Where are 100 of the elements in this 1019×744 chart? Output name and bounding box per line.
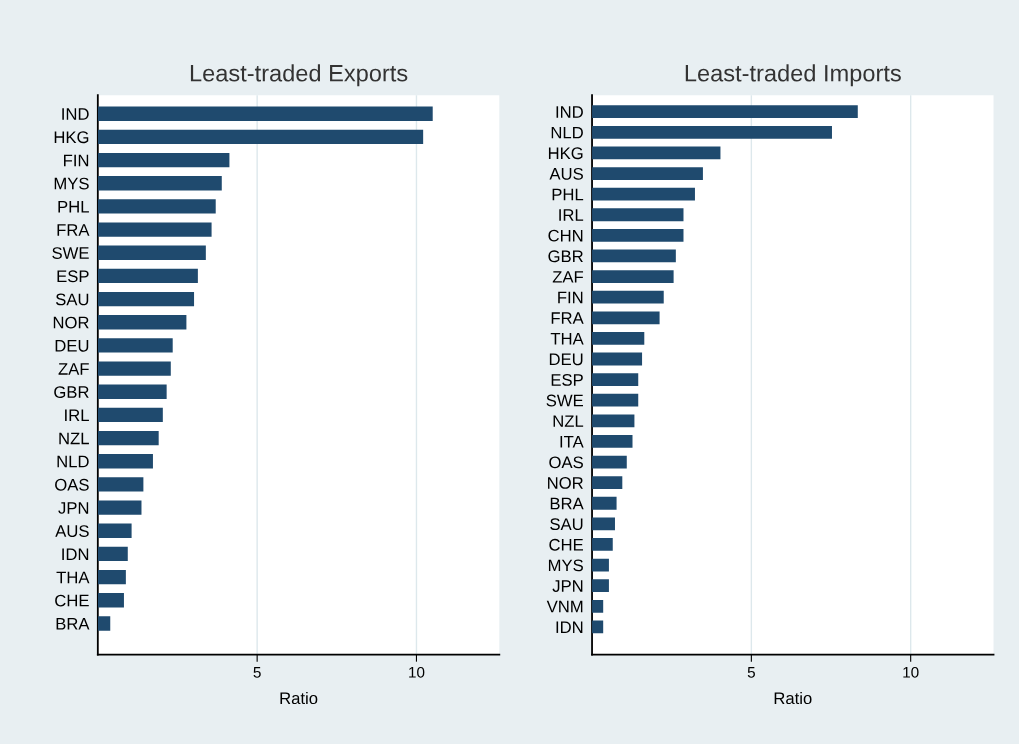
y-tick-label: IRL — [559, 209, 584, 221]
y-tick-label: FIN — [558, 291, 583, 304]
bar — [97, 129, 424, 145]
y-tick-label: CHE — [549, 538, 583, 551]
bar — [97, 152, 230, 168]
x-tick-label: 5 — [253, 667, 261, 678]
y-tick-label: AUS — [549, 167, 583, 180]
y-tick-label: NOR — [548, 477, 583, 489]
y-tick-label: DEU — [549, 353, 583, 366]
y-tick-label: DEU — [55, 340, 89, 352]
bar — [592, 208, 684, 222]
y-tick-label: MYS — [548, 559, 583, 572]
chart-title: Least-traded Imports — [685, 64, 901, 87]
x-tick-label: 10 — [409, 666, 425, 678]
y-tick-label: BRA — [550, 497, 584, 510]
y-tick-label: HKG — [54, 131, 89, 144]
y-tick-label: NZL — [59, 432, 89, 445]
bar — [592, 435, 633, 448]
bar — [592, 311, 660, 325]
bar — [97, 245, 206, 260]
bar — [97, 106, 433, 121]
y-tick-label: VNM — [546, 600, 583, 613]
y-tick-label: THA — [550, 332, 584, 345]
y-tick-label: JPN — [552, 580, 583, 592]
chart-title: Least-traded Exports — [190, 64, 408, 87]
y-tick-label: NZL — [553, 415, 584, 427]
y-tick-label: GBR — [548, 250, 583, 263]
bar — [97, 430, 159, 446]
y-tick-label: FRA — [57, 224, 90, 236]
y-tick-label: OAS — [549, 456, 583, 469]
y-tick-label: HKG — [548, 147, 583, 160]
y-tick-label: NLD — [57, 455, 89, 468]
y-tick-label: ITA — [560, 436, 584, 448]
y-tick-label: BRA — [56, 618, 90, 630]
bar — [97, 569, 126, 585]
bar — [592, 414, 635, 428]
y-tick-label: PHL — [552, 188, 584, 201]
bar — [97, 222, 212, 237]
bar — [97, 546, 128, 562]
x-axis-title: Ratio — [774, 691, 812, 705]
bar — [592, 455, 627, 469]
bar — [592, 393, 639, 407]
y-tick-label: CHE — [55, 594, 89, 607]
y-tick-label: SAU — [55, 293, 89, 306]
bar — [592, 249, 676, 263]
y-tick-label: IND — [556, 106, 583, 118]
bar — [592, 270, 674, 283]
bar — [592, 332, 645, 345]
bar — [592, 476, 623, 490]
y-tick-label: FRA — [551, 312, 584, 324]
y-tick-label: PHL — [58, 201, 89, 213]
y-tick-label: NOR — [53, 316, 89, 329]
y-tick-label: JPN — [58, 502, 89, 514]
y-tick-label: THA — [56, 571, 90, 584]
bar — [592, 496, 617, 510]
bar — [97, 268, 198, 284]
bar — [97, 593, 124, 608]
y-tick-label: SWE — [52, 247, 89, 259]
y-tick-label: NLD — [551, 126, 583, 139]
bar — [592, 125, 832, 139]
y-tick-label: IDN — [556, 621, 583, 633]
y-tick-label: ESP — [551, 374, 583, 386]
x-tick-label: 10 — [903, 666, 919, 678]
x-tick-label: 5 — [747, 667, 755, 678]
bar — [97, 454, 153, 469]
y-tick-label: AUS — [55, 525, 89, 537]
bar — [97, 291, 195, 307]
bar — [97, 616, 111, 631]
bar — [592, 538, 613, 551]
bar — [97, 500, 142, 515]
bar — [97, 477, 144, 492]
bar — [592, 517, 615, 531]
y-tick-label: MYS — [54, 177, 89, 190]
y-tick-label: SAU — [550, 518, 583, 531]
bar — [592, 105, 858, 119]
bar — [97, 523, 132, 538]
bar — [592, 228, 684, 242]
bar — [592, 599, 604, 613]
y-tick-label: FIN — [64, 154, 89, 167]
y-tick-label: GBR — [54, 386, 89, 398]
y-tick-label: OAS — [55, 478, 89, 491]
bar — [97, 176, 222, 191]
bar — [592, 146, 721, 160]
y-tick-label: ESP — [57, 270, 89, 283]
y-tick-label: SWE — [546, 394, 583, 407]
bar — [592, 290, 664, 304]
y-tick-label: IND — [62, 108, 89, 120]
y-tick-label: IRL — [65, 409, 89, 421]
bar — [592, 167, 703, 180]
bar — [97, 199, 216, 214]
bar — [592, 352, 643, 366]
y-tick-label: IDN — [62, 548, 89, 560]
bar — [592, 579, 609, 593]
bar — [592, 187, 695, 201]
bar — [592, 373, 639, 386]
bar — [97, 338, 173, 353]
x-axis-title: Ratio — [280, 691, 318, 705]
y-tick-label: ZAF — [58, 363, 89, 375]
y-tick-label: CHN — [548, 229, 583, 242]
bar — [97, 407, 163, 423]
